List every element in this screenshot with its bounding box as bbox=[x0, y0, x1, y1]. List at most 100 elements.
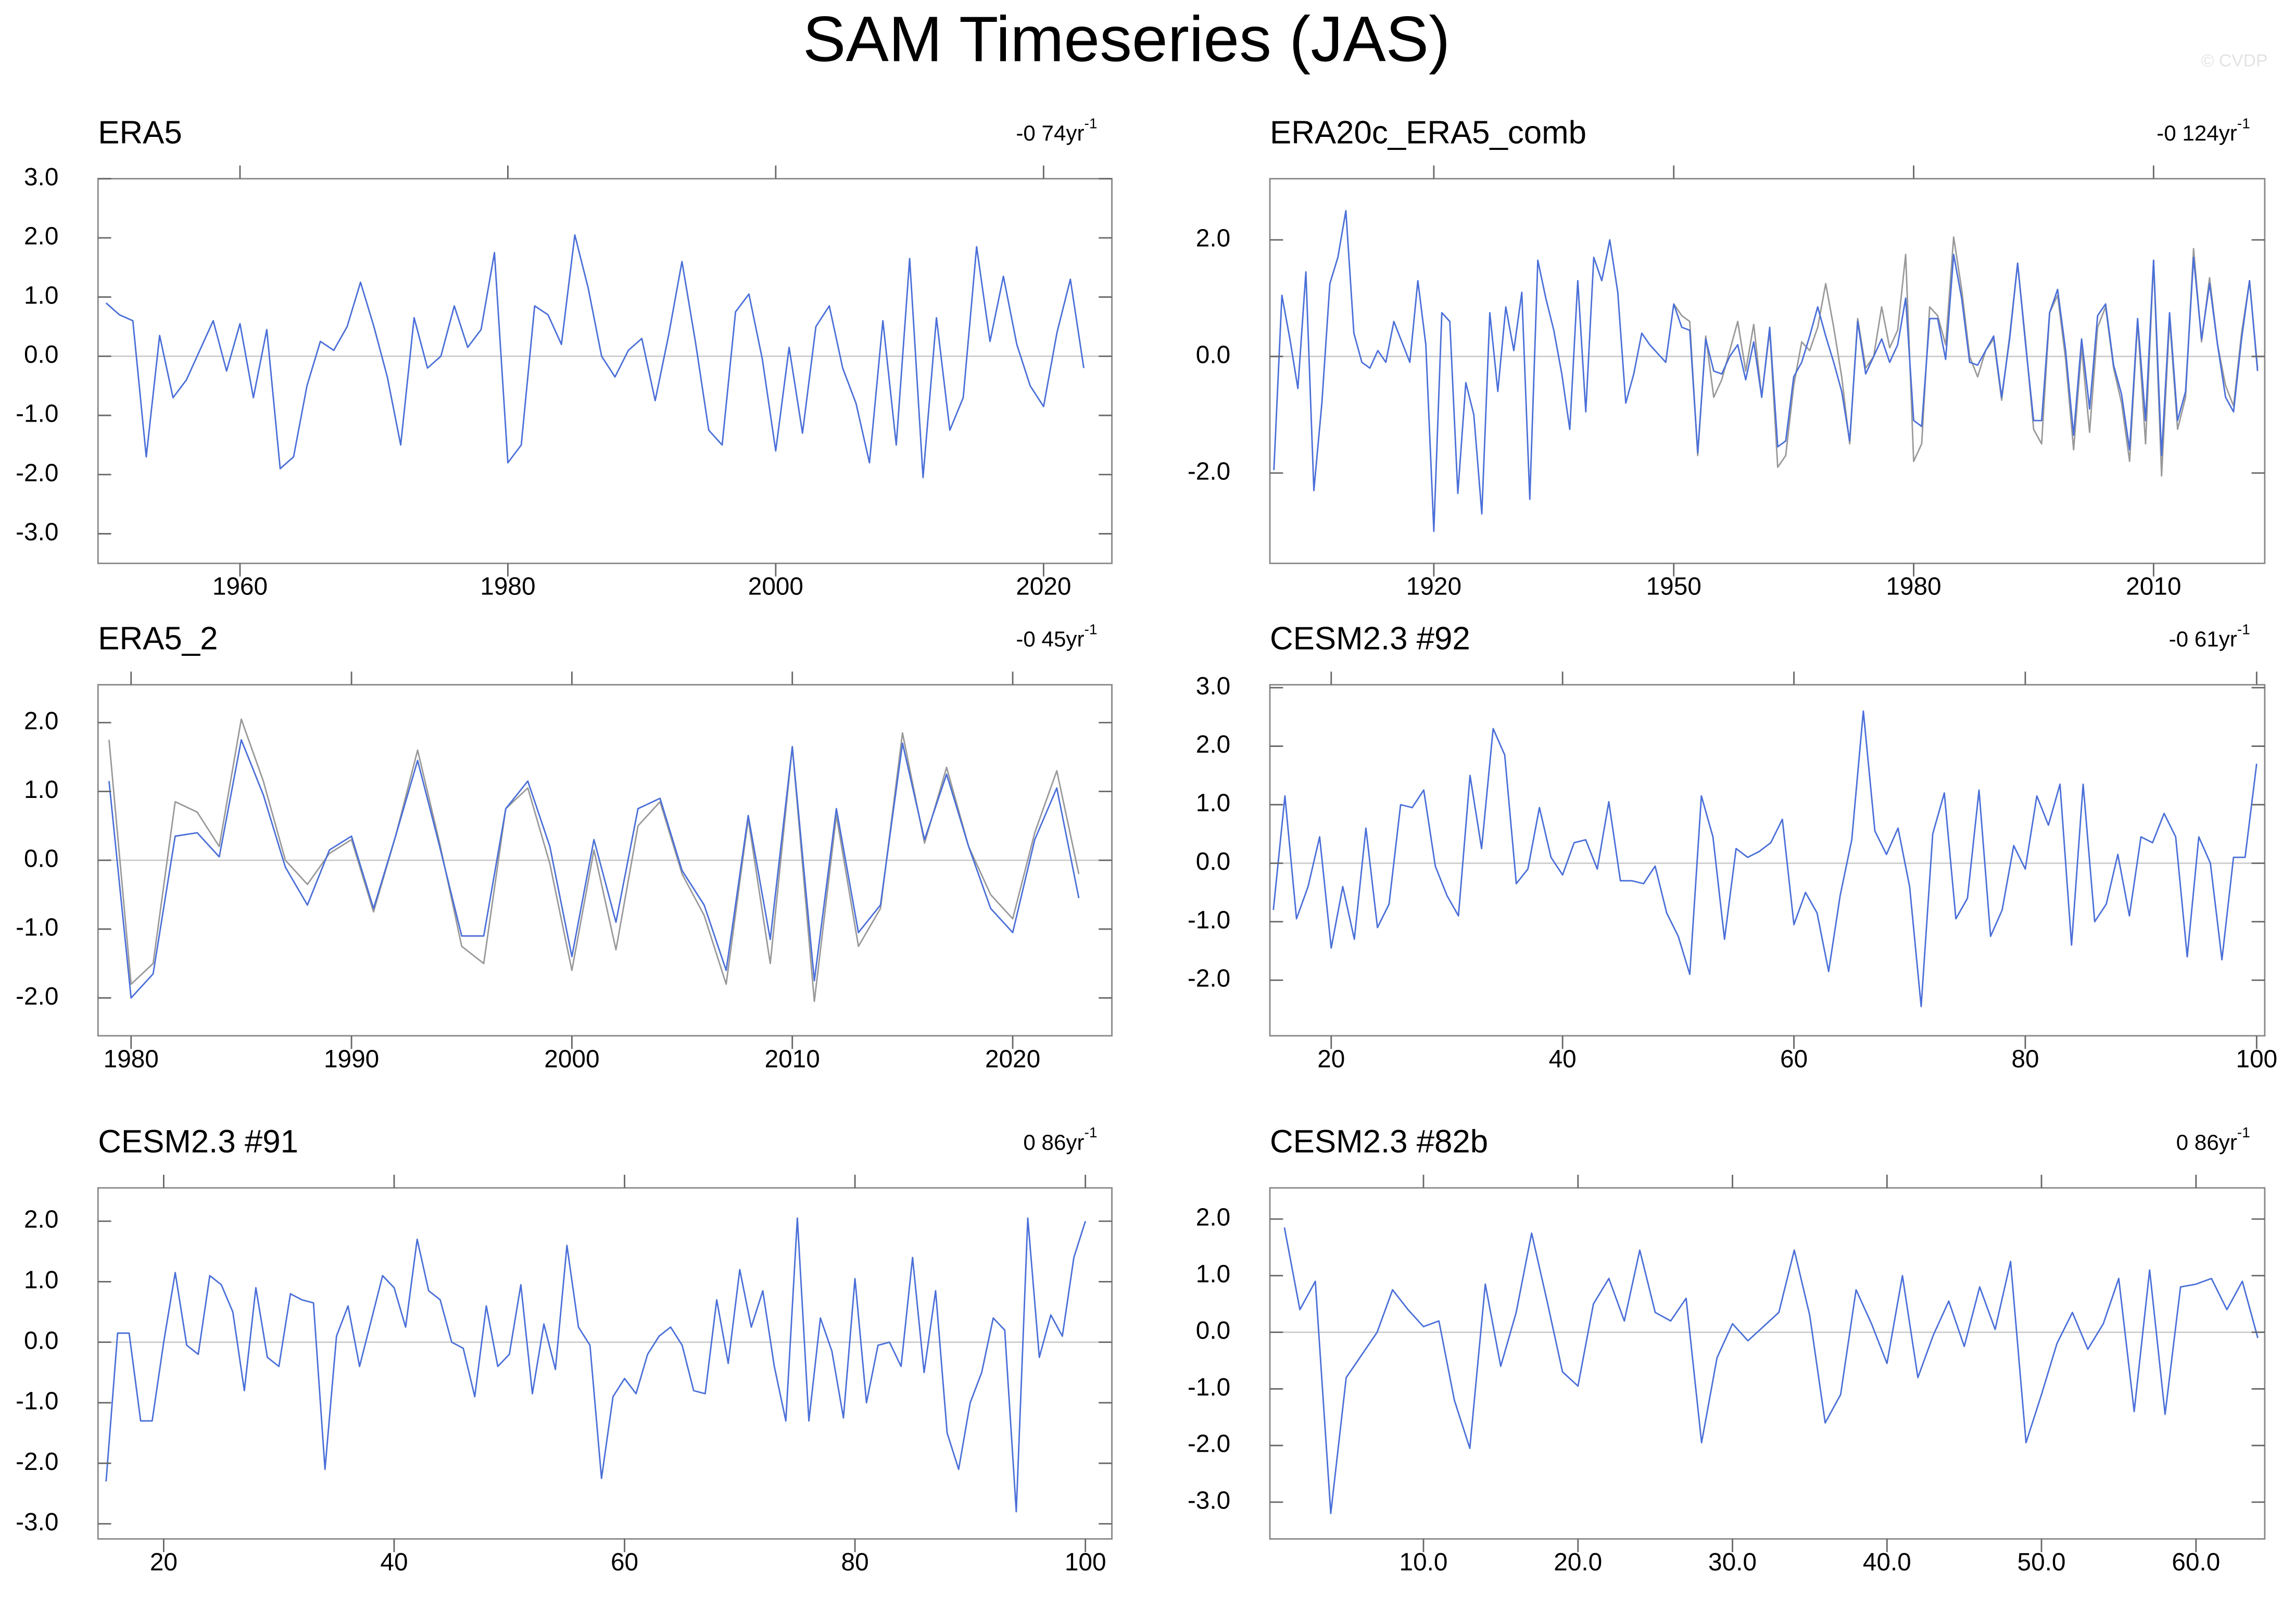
x-tick-label: 60 bbox=[1780, 1045, 1808, 1073]
y-tick-label: -2.0 bbox=[16, 983, 58, 1010]
x-tick-label: 80 bbox=[2011, 1045, 2039, 1073]
x-tick-label: 1990 bbox=[324, 1045, 379, 1073]
trend-label: -0 61yr-1 bbox=[2169, 621, 2250, 651]
x-tick-label: 20 bbox=[1317, 1045, 1345, 1073]
y-tick-label: 0.0 bbox=[1196, 848, 1230, 876]
series-line bbox=[108, 739, 1080, 999]
x-tick-label: 100 bbox=[2236, 1045, 2277, 1073]
plot-frame bbox=[1269, 684, 2266, 1037]
watermark: © CVDP bbox=[2201, 50, 2268, 70]
x-tick-label: 2000 bbox=[748, 573, 803, 601]
trend-label: -0 45yr-1 bbox=[1016, 621, 1097, 651]
x-tick-label: 40 bbox=[1549, 1045, 1577, 1073]
trend-value: -0 61yr bbox=[2169, 627, 2237, 651]
panel: ERA5 -0 74yr-1 -3.0 -2.0 -1.0 0.0 1.0 2.0 3.0 196… bbox=[16, 115, 1113, 601]
x-tick-label: 40 bbox=[380, 1549, 408, 1576]
y-tick-label: -2.0 bbox=[1188, 458, 1230, 485]
y-tick-label: 0.0 bbox=[24, 1327, 58, 1354]
panel-title: ERA20c_ERA5_comb bbox=[1270, 115, 1586, 150]
trend-exponent: -1 bbox=[2237, 621, 2250, 638]
x-tick-label: 2000 bbox=[544, 1045, 599, 1073]
series-line bbox=[1273, 210, 2259, 532]
x-tick-label: 1960 bbox=[212, 573, 268, 601]
plot-frame bbox=[97, 1187, 1113, 1540]
plot-frame bbox=[1269, 177, 2266, 564]
x-tick-label: 1980 bbox=[104, 1045, 159, 1073]
y-tick-label: -2.0 bbox=[16, 1448, 58, 1476]
x-tick-label: 2010 bbox=[765, 1045, 820, 1073]
y-tick-label: 1.0 bbox=[24, 1266, 58, 1294]
panel-title: CESM2.3 #91 bbox=[98, 1124, 298, 1160]
y-tick-label: 2.0 bbox=[24, 707, 58, 735]
y-tick-label: 2.0 bbox=[1196, 1204, 1230, 1232]
y-tick-label: 0.0 bbox=[1196, 341, 1230, 369]
x-tick-label: 40.0 bbox=[1863, 1549, 1911, 1576]
x-tick-label: 1980 bbox=[1886, 573, 1941, 601]
figure-title: SAM Timeseries (JAS) bbox=[803, 3, 1450, 75]
x-tick-label: 2020 bbox=[985, 1045, 1040, 1073]
y-tick-label: 0.0 bbox=[1196, 1317, 1230, 1344]
x-tick-label: 30.0 bbox=[1708, 1549, 1757, 1576]
x-tick-label: 2010 bbox=[2126, 573, 2181, 601]
panel: CESM2.3 #82b 0 86yr-1 -3.0 -2.0 -1.0 0.0 1.0 2.… bbox=[1188, 1124, 2266, 1576]
y-tick-label: 3.0 bbox=[24, 163, 58, 191]
x-tick-label: 2020 bbox=[1016, 573, 1071, 601]
trend-value: -0 74yr bbox=[1016, 121, 1084, 145]
series-line bbox=[105, 234, 1085, 478]
y-tick-label: 0.0 bbox=[24, 845, 58, 872]
trend-exponent: -1 bbox=[1084, 1125, 1097, 1141]
x-tick-label: 60.0 bbox=[2172, 1549, 2220, 1576]
y-tick-label: -1.0 bbox=[16, 1388, 58, 1415]
trend-exponent: -1 bbox=[2237, 1125, 2250, 1141]
trend-exponent: -1 bbox=[1084, 116, 1097, 132]
y-tick-label: 1.0 bbox=[24, 776, 58, 804]
y-tick-label: -1.0 bbox=[16, 914, 58, 942]
panel-title: CESM2.3 #82b bbox=[1270, 1124, 1488, 1160]
trend-label: -0 74yr-1 bbox=[1016, 116, 1097, 145]
x-tick-label: 1980 bbox=[480, 573, 535, 601]
y-tick-label: 3.0 bbox=[1196, 673, 1230, 700]
y-tick-label: 1.0 bbox=[1196, 1260, 1230, 1288]
x-tick-label: 50.0 bbox=[2018, 1549, 2066, 1576]
panel: CESM2.3 #92 -0 61yr-1 -2.0 -1.0 0.0 1.0 2.0 3.0… bbox=[1188, 621, 2277, 1073]
x-tick-label: 1950 bbox=[1646, 573, 1701, 601]
y-tick-label: 1.0 bbox=[1196, 790, 1230, 817]
y-tick-label: -2.0 bbox=[1188, 965, 1230, 993]
series-line bbox=[1283, 1227, 2259, 1515]
y-tick-label: -3.0 bbox=[16, 1508, 58, 1536]
y-tick-label: -3.0 bbox=[16, 518, 58, 546]
panel: CESM2.3 #91 0 86yr-1 -3.0 -2.0 -1.0 0.0 1.0 2.0… bbox=[16, 1124, 1113, 1576]
x-tick-label: 100 bbox=[1065, 1549, 1106, 1576]
x-tick-label: 1920 bbox=[1406, 573, 1461, 601]
panel-title: ERA5 bbox=[98, 115, 182, 150]
trend-exponent: -1 bbox=[1084, 621, 1097, 638]
panel-title: ERA5_2 bbox=[98, 621, 218, 657]
x-tick-label: 10.0 bbox=[1400, 1549, 1448, 1576]
panel: ERA5_2 -0 45yr-1 -2.0 -1.0 0.0 1.0 2.0 1980 1990… bbox=[16, 621, 1113, 1073]
trend-exponent: -1 bbox=[2237, 116, 2250, 132]
y-tick-label: -1.0 bbox=[1188, 1374, 1230, 1401]
y-tick-label: -3.0 bbox=[1188, 1487, 1230, 1514]
series-line bbox=[1272, 710, 2258, 1008]
y-tick-label: 2.0 bbox=[1196, 731, 1230, 758]
trend-value: -0 45yr bbox=[1016, 627, 1084, 651]
trend-label: -0 124yr-1 bbox=[2157, 116, 2250, 145]
y-tick-label: -2.0 bbox=[16, 459, 58, 487]
x-tick-label: 20 bbox=[150, 1549, 178, 1576]
y-tick-label: 0.0 bbox=[24, 341, 58, 369]
x-tick-label: 80 bbox=[841, 1549, 869, 1576]
y-tick-label: 2.0 bbox=[1196, 224, 1230, 252]
x-tick-label: 60 bbox=[611, 1549, 638, 1576]
plot-frame bbox=[97, 177, 1113, 564]
series-line bbox=[105, 1217, 1087, 1513]
y-tick-label: -1.0 bbox=[1188, 906, 1230, 934]
trend-value: 0 86yr bbox=[1023, 1130, 1084, 1154]
panel: ERA20c_ERA5_comb -0 124yr-1 -2.0 0.0 2.0 1920… bbox=[1188, 115, 2266, 601]
x-tick-label: 20.0 bbox=[1554, 1549, 1602, 1576]
trend-value: -0 124yr bbox=[2157, 121, 2237, 145]
plot-frame bbox=[1269, 1187, 2266, 1540]
y-tick-label: -2.0 bbox=[1188, 1430, 1230, 1458]
